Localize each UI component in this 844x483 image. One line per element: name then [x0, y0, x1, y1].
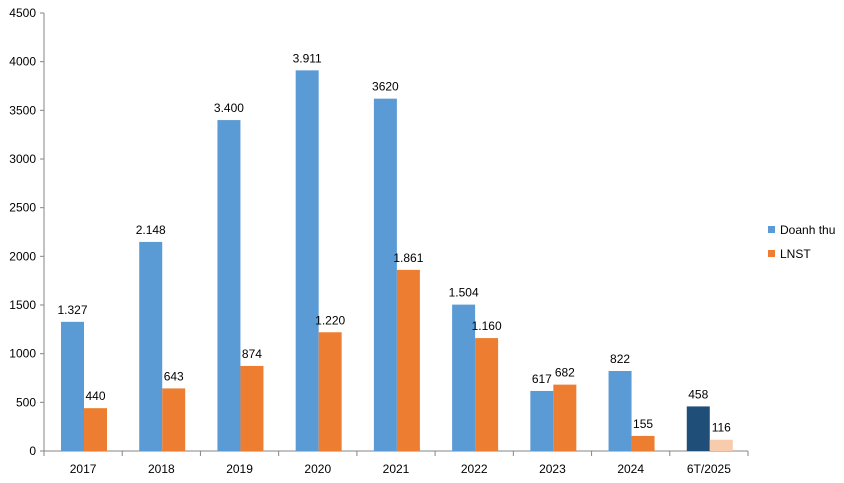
bar-doanh-thu	[295, 70, 319, 451]
x-tick-label: 2017	[70, 462, 97, 476]
data-label: 1.220	[315, 313, 345, 327]
y-tick-label: 3000	[9, 152, 36, 166]
x-tick-label: 6T/2025	[687, 462, 731, 476]
bar-doanh-thu	[61, 321, 84, 451]
x-tick-label: 2022	[461, 462, 488, 476]
x-tick-label: 2020	[304, 462, 331, 476]
y-tick-label: 4000	[9, 55, 36, 69]
x-tick-label: 2019	[226, 462, 253, 476]
legend-swatch	[768, 226, 775, 233]
y-tick-label: 500	[16, 395, 36, 409]
legend-swatch	[768, 250, 775, 257]
bar-doanh-thu	[530, 390, 554, 451]
bar-lnst	[84, 408, 107, 451]
data-label: 617	[532, 372, 552, 386]
data-label: 822	[610, 352, 630, 366]
bar-lnst	[553, 384, 577, 451]
bar-lnst	[631, 435, 655, 451]
bar-doanh-thu	[608, 370, 632, 451]
y-tick-label: 0	[29, 444, 36, 458]
data-label: 1.861	[393, 251, 423, 265]
bar-lnst	[396, 269, 420, 451]
y-tick-label: 1000	[9, 347, 36, 361]
data-label: 682	[555, 366, 575, 380]
x-tick-label: 2023	[539, 462, 566, 476]
y-tick-label: 2000	[9, 249, 36, 263]
bar-doanh-thu	[452, 304, 476, 451]
bar-doanh-thu	[217, 120, 241, 452]
legend-label: Doanh thu	[780, 223, 835, 237]
x-tick-label: 2021	[383, 462, 410, 476]
data-label: 1.160	[472, 319, 502, 333]
y-tick-label: 2500	[9, 201, 36, 215]
x-tick-label: 2018	[148, 462, 175, 476]
data-label: 116	[712, 421, 731, 435]
bar-lnst	[318, 332, 342, 451]
data-label: 1.327	[57, 303, 87, 317]
data-label: 1.504	[449, 286, 479, 300]
data-label: 3620	[372, 80, 399, 94]
data-label: 874	[242, 347, 262, 361]
x-tick-label: 2024	[617, 462, 644, 476]
bar-lnst	[709, 439, 733, 451]
data-label: 155	[633, 417, 653, 431]
data-label: 2.148	[136, 223, 166, 237]
data-label: 3.400	[214, 101, 244, 115]
y-tick-label: 4500	[9, 6, 36, 20]
bar-lnst	[240, 365, 264, 451]
bar-doanh-thu	[686, 406, 710, 451]
legend-label: LNST	[780, 247, 811, 261]
bar-doanh-thu	[373, 98, 397, 452]
bar-lnst	[475, 338, 499, 451]
bar-lnst	[162, 388, 186, 451]
bar-doanh-thu	[139, 241, 163, 451]
data-label: 643	[164, 369, 184, 383]
y-tick-label: 1500	[9, 298, 36, 312]
data-label: 458	[688, 387, 708, 401]
y-tick-label: 3500	[9, 103, 36, 117]
data-label: 3.911	[293, 51, 322, 65]
data-label: 440	[85, 389, 105, 403]
